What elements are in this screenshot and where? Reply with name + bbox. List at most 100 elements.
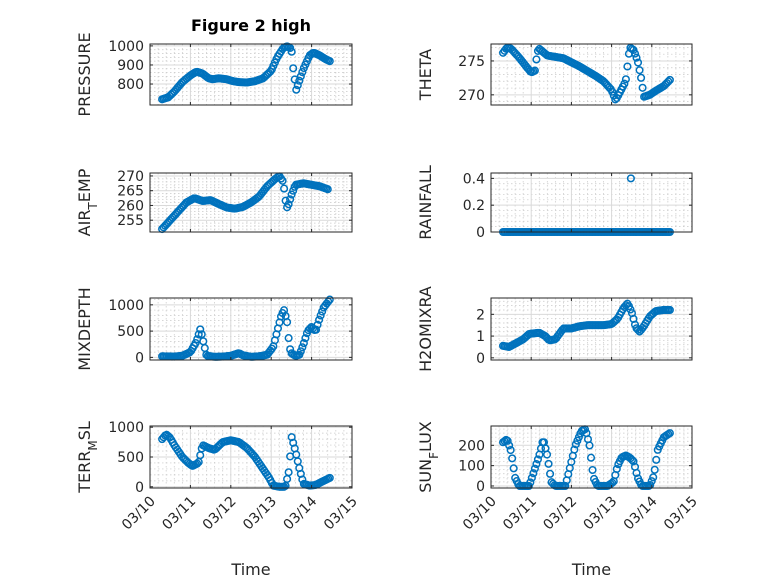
series-points bbox=[158, 430, 334, 491]
y-axis-label: RAINFALL bbox=[416, 165, 435, 240]
data-point bbox=[620, 79, 629, 88]
data-point bbox=[629, 457, 638, 466]
panel-h2omixra: 0 1 2 H2OMIXRA bbox=[416, 286, 693, 372]
ticks: 0 1 2 bbox=[476, 298, 693, 367]
y-tick-label: 0 bbox=[476, 479, 485, 495]
plot-area bbox=[491, 173, 692, 232]
y-tick-label: 1 bbox=[476, 329, 485, 345]
ticks: 800 900 1000 bbox=[108, 39, 353, 105]
y-tick-label: 260 bbox=[117, 198, 144, 214]
series-points bbox=[158, 42, 334, 104]
data-point bbox=[586, 453, 596, 462]
x-tick-label: 03/10 bbox=[460, 494, 500, 534]
x-tick-label: 03/13 bbox=[240, 494, 280, 534]
x-tick-label: 03/15 bbox=[321, 494, 361, 534]
data-point bbox=[298, 343, 307, 352]
series-points bbox=[499, 425, 674, 491]
y-tick-label: 1000 bbox=[108, 39, 144, 55]
data-point bbox=[312, 325, 321, 334]
y-tick-label: 500 bbox=[117, 450, 144, 466]
y-tick-label: 0 bbox=[476, 351, 485, 367]
y-tick-label: 1000 bbox=[108, 420, 144, 436]
panel-theta: 270 275 THETA bbox=[416, 43, 693, 106]
data-point bbox=[588, 465, 597, 475]
data-point bbox=[530, 464, 539, 473]
data-point bbox=[638, 83, 647, 92]
y-tick-label: 270 bbox=[458, 88, 485, 104]
axes-frame bbox=[490, 425, 693, 489]
data-point bbox=[280, 184, 289, 193]
data-point bbox=[546, 469, 555, 478]
y-tick-label: 800 bbox=[117, 77, 144, 93]
data-point bbox=[632, 468, 641, 478]
x-axis-label: Time bbox=[230, 560, 270, 579]
y-tick-label: 200 bbox=[458, 438, 485, 454]
data-point bbox=[313, 320, 322, 329]
data-point bbox=[542, 450, 552, 459]
data-point bbox=[500, 437, 509, 446]
y-tick-label: 275 bbox=[458, 54, 485, 70]
data-point bbox=[318, 307, 327, 316]
y-tick-label: 270 bbox=[117, 169, 144, 185]
data-point bbox=[533, 455, 542, 464]
y-axis-label: PRESSURE bbox=[75, 32, 94, 116]
y-tick-label: 0.4 bbox=[463, 171, 485, 187]
y-tick-label: 255 bbox=[117, 213, 144, 229]
data-point bbox=[286, 195, 295, 204]
data-point bbox=[526, 478, 535, 487]
y-tick-label: 2 bbox=[476, 307, 485, 323]
axes-frame bbox=[490, 297, 693, 361]
y-tick-label: 0 bbox=[135, 480, 144, 496]
data-point bbox=[612, 464, 621, 474]
series-points bbox=[499, 299, 674, 351]
data-point bbox=[665, 75, 674, 84]
data-point bbox=[509, 464, 518, 473]
data-point bbox=[626, 305, 635, 314]
data-point bbox=[194, 330, 203, 339]
data-point bbox=[630, 49, 640, 58]
data-point bbox=[289, 64, 298, 73]
data-point bbox=[325, 295, 334, 304]
data-point bbox=[191, 338, 200, 348]
x-tick-label: 03/11 bbox=[500, 494, 540, 534]
data-point bbox=[632, 53, 641, 62]
y-tick-label: 1000 bbox=[108, 298, 144, 314]
y-tick-label: 0 bbox=[135, 350, 144, 366]
x-tick-label: 03/11 bbox=[159, 494, 199, 534]
data-point bbox=[296, 347, 305, 356]
y-axis-label: AIRTEMP bbox=[75, 168, 100, 236]
data-point bbox=[621, 75, 630, 84]
data-point bbox=[315, 315, 324, 324]
panel-mixdepth: 0 500 1000 MIXDEPTH bbox=[75, 287, 353, 371]
panel-pressure: 800 900 1000 PRESSURE bbox=[75, 32, 353, 117]
ticks: 0 500 1000 bbox=[108, 420, 353, 496]
axes-frame bbox=[149, 43, 353, 106]
data-point bbox=[287, 190, 296, 199]
x-tick-label: 03/14 bbox=[621, 493, 661, 533]
data-point bbox=[296, 72, 305, 81]
data-point bbox=[293, 81, 302, 90]
data-point bbox=[530, 66, 539, 75]
axes-frame bbox=[149, 297, 353, 361]
axes-frame bbox=[149, 172, 353, 233]
data-point bbox=[506, 445, 515, 455]
panel-sun-flux: 0 100 200 SUNFLUX 03/10 03/11 03/12 03/13 03/14 0… bbox=[416, 421, 701, 579]
data-point bbox=[505, 441, 514, 450]
y-axis-label: SUNFLUX bbox=[416, 421, 441, 493]
data-point bbox=[633, 58, 643, 67]
data-point bbox=[633, 325, 643, 334]
data-point bbox=[284, 334, 293, 343]
data-point bbox=[278, 176, 287, 185]
data-point bbox=[570, 445, 579, 454]
ticks: 270 275 bbox=[458, 44, 693, 105]
y-tick-label: 0.2 bbox=[463, 198, 485, 214]
data-point bbox=[197, 330, 206, 339]
data-point bbox=[287, 47, 296, 56]
data-point bbox=[665, 429, 674, 438]
data-point bbox=[286, 43, 295, 53]
data-point bbox=[295, 76, 304, 85]
data-point bbox=[664, 77, 673, 86]
y-axis-label: H2OMIXRA bbox=[416, 286, 435, 372]
